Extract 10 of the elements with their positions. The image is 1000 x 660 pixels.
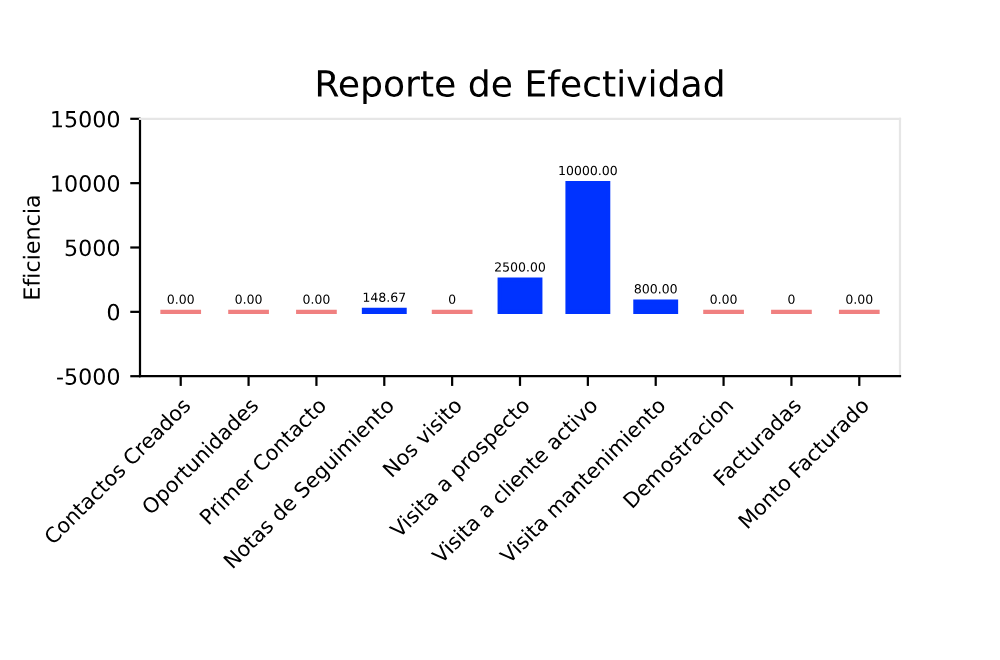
bar (565, 181, 611, 314)
y-tick-label: 0 (107, 303, 120, 321)
chart-title: Reporte de Efectividad (317, 69, 723, 105)
bar (497, 277, 543, 314)
y-tick-label: -5000 (57, 368, 120, 385)
y-tick-label: 5000 (65, 239, 120, 257)
bar (633, 299, 679, 314)
y-axis-title: Eficiencia (22, 196, 40, 299)
y-tick-label: 10000 (52, 175, 120, 192)
y-tick-label: 15000 (52, 110, 120, 128)
